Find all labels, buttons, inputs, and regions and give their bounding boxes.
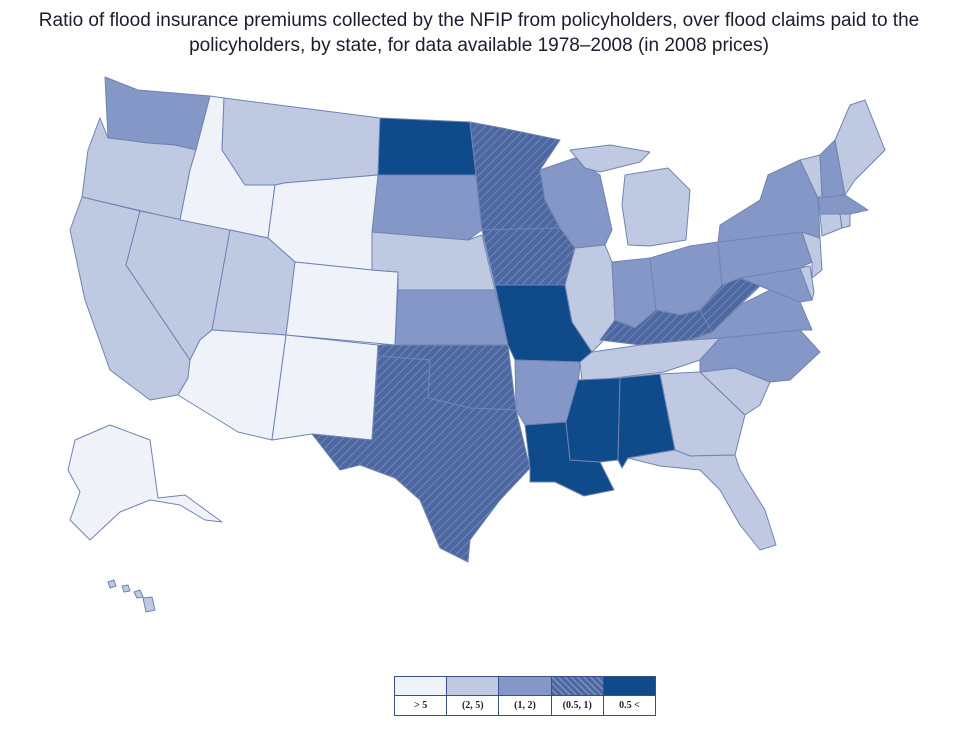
- state-me: [834, 99, 886, 196]
- state-nm: [271, 334, 379, 441]
- state-nd: [377, 117, 477, 176]
- legend-label-2to5: (2, 5): [447, 696, 500, 715]
- legend-swatch-row: [395, 677, 656, 695]
- legend: > 5 (2, 5) (1, 2) (0.5, 1) 0.5 <: [394, 676, 656, 716]
- state-ny: [717, 159, 821, 243]
- legend-swatch-2to5: [447, 677, 500, 695]
- legend-swatch-1to2: [499, 677, 552, 695]
- state-fl: [627, 449, 777, 551]
- legend-label-1to2: (1, 2): [499, 696, 552, 715]
- legend-label-gt5: > 5: [395, 696, 448, 715]
- state-de: [799, 265, 815, 301]
- state-ia: [481, 227, 576, 286]
- state-ks: [394, 289, 509, 346]
- state-ri: [839, 213, 851, 229]
- legend-swatch-0_5to1: [551, 677, 604, 695]
- state-ct: [819, 213, 843, 237]
- state-hi: [107, 579, 156, 613]
- state-il: [564, 244, 616, 353]
- state-mi: [621, 167, 691, 247]
- state-mt: [221, 97, 381, 186]
- legend-label-0_5-or-less: 0.5 <: [619, 700, 640, 711]
- state-mi-up: [569, 144, 651, 173]
- state-sd: [371, 174, 483, 241]
- map-title: Ratio of flood insurance premiums collec…: [38, 10, 920, 56]
- legend-label-row: > 5 (2, 5) (1, 2) (0.5, 1) 0.5 <: [395, 695, 655, 715]
- state-co: [285, 261, 399, 346]
- legend-swatch-gt5: [395, 677, 448, 695]
- state-tx: [311, 355, 531, 563]
- legend-swatch-0_5-or-less: [603, 677, 656, 695]
- legend-label-0_5to1: (0.5, 1): [552, 696, 604, 715]
- state-ma: [817, 194, 869, 215]
- state-ak: [67, 424, 223, 541]
